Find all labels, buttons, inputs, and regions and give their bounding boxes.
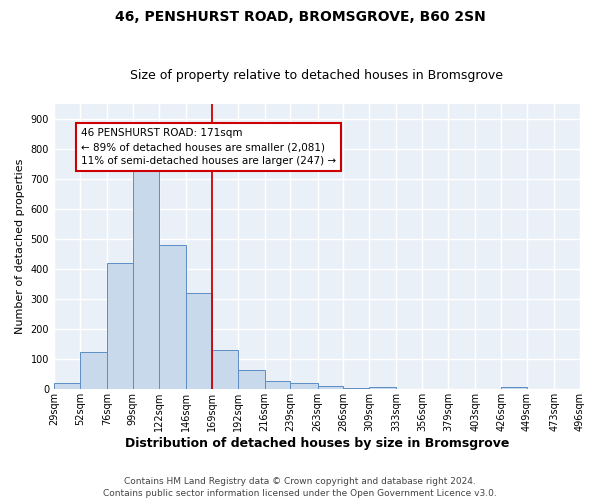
Bar	[501, 387, 527, 390]
Bar	[370, 387, 397, 390]
Title: Size of property relative to detached houses in Bromsgrove: Size of property relative to detached ho…	[130, 69, 503, 82]
Bar	[186, 293, 212, 390]
Bar	[107, 263, 133, 390]
Bar	[343, 388, 370, 390]
Bar	[212, 350, 238, 390]
X-axis label: Distribution of detached houses by size in Bromsgrove: Distribution of detached houses by size …	[125, 437, 509, 450]
Bar	[238, 370, 265, 390]
Text: 46 PENSHURST ROAD: 171sqm
← 89% of detached houses are smaller (2,081)
11% of se: 46 PENSHURST ROAD: 171sqm ← 89% of detac…	[81, 128, 336, 166]
Bar	[133, 170, 158, 390]
Bar	[54, 384, 80, 390]
Text: Contains HM Land Registry data © Crown copyright and database right 2024.
Contai: Contains HM Land Registry data © Crown c…	[103, 476, 497, 498]
Text: 46, PENSHURST ROAD, BROMSGROVE, B60 2SN: 46, PENSHURST ROAD, BROMSGROVE, B60 2SN	[115, 10, 485, 24]
Bar	[317, 386, 343, 390]
Bar	[265, 381, 290, 390]
Bar	[158, 245, 186, 390]
Bar	[290, 382, 317, 390]
Bar	[80, 352, 107, 390]
Y-axis label: Number of detached properties: Number of detached properties	[15, 159, 25, 334]
